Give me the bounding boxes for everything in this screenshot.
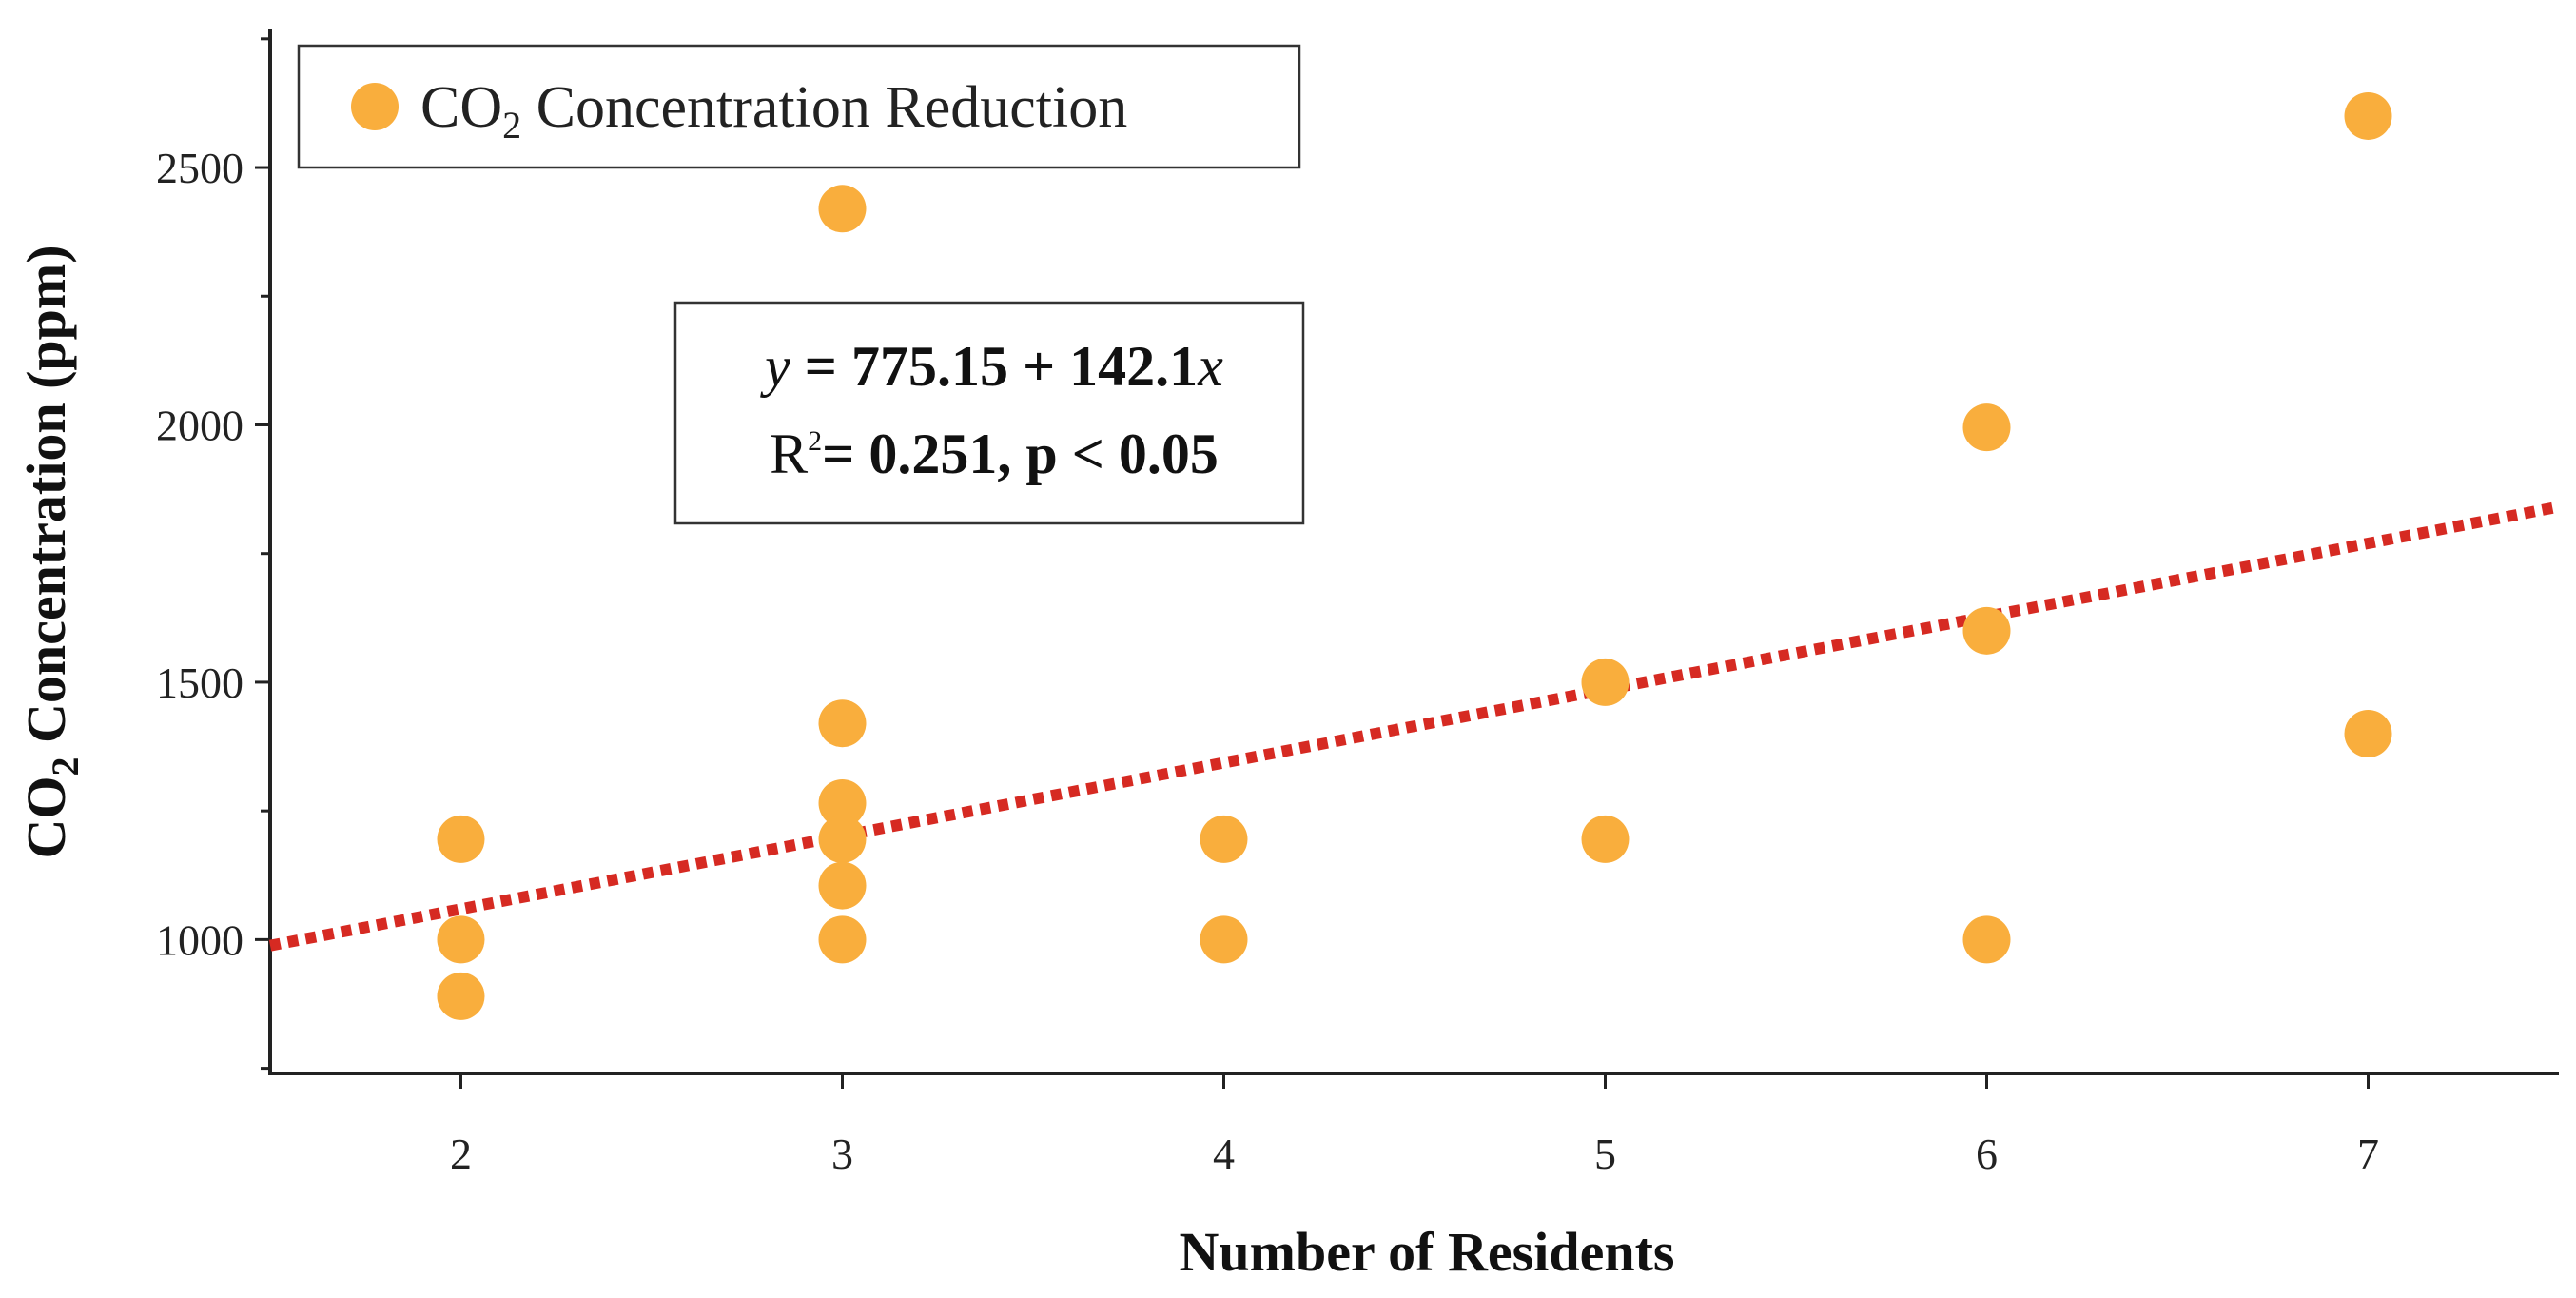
data-point	[2344, 91, 2392, 140]
data-point	[1962, 403, 2011, 452]
y-axis-title: CO2 Concentration (ppm)	[15, 245, 87, 858]
y-tick-label: 2000	[156, 401, 244, 449]
x-tick-label: 4	[1213, 1130, 1235, 1178]
legend-marker	[351, 83, 399, 130]
data-point	[1962, 915, 2011, 964]
data-point	[818, 861, 867, 910]
y-tick-label: 2500	[156, 144, 244, 192]
data-point	[1581, 815, 1630, 863]
legend-label: CO2 Concentration Reduction	[420, 75, 1127, 147]
y-tick-label: 1500	[156, 659, 244, 707]
x-tick-label: 6	[1976, 1130, 1998, 1178]
x-tick-label: 5	[1594, 1130, 1616, 1178]
equation-box	[673, 301, 1305, 525]
equation-line: y = 775.15 + 142.1x	[759, 335, 1223, 398]
data-point	[437, 972, 485, 1020]
trendline	[268, 501, 2561, 952]
data-point	[437, 815, 485, 863]
r-squared-line: R2= 0.251, p < 0.05	[770, 423, 1219, 485]
data-point	[818, 815, 867, 863]
data-point	[818, 915, 867, 964]
legend-box	[297, 44, 1301, 169]
equation-annotation: y = 775.15 + 142.1x R2= 0.251, p < 0.05	[673, 301, 1305, 525]
x-tick-label: 2	[450, 1130, 472, 1178]
data-point	[818, 185, 867, 233]
data-point	[1200, 915, 1248, 964]
y-tick-label: 1000	[156, 915, 244, 964]
data-point	[437, 915, 485, 964]
y-axis-ticks: 1000 1500 2000 2500	[156, 37, 270, 1071]
data-point	[2344, 710, 2392, 758]
data-point	[818, 699, 867, 748]
x-axis-title: Number of Residents	[1180, 1221, 1675, 1283]
data-point	[1962, 606, 2011, 655]
x-tick-label: 7	[2357, 1130, 2379, 1178]
x-axis-ticks: 2 3 4 5 6 7	[450, 1073, 2379, 1178]
data-points	[437, 91, 2392, 1020]
x-tick-label: 3	[831, 1130, 853, 1178]
data-point	[1581, 658, 1630, 706]
data-point	[1200, 815, 1248, 863]
data-point	[818, 779, 867, 828]
legend: CO2 Concentration Reduction	[297, 44, 1301, 169]
axes	[268, 29, 2559, 1075]
